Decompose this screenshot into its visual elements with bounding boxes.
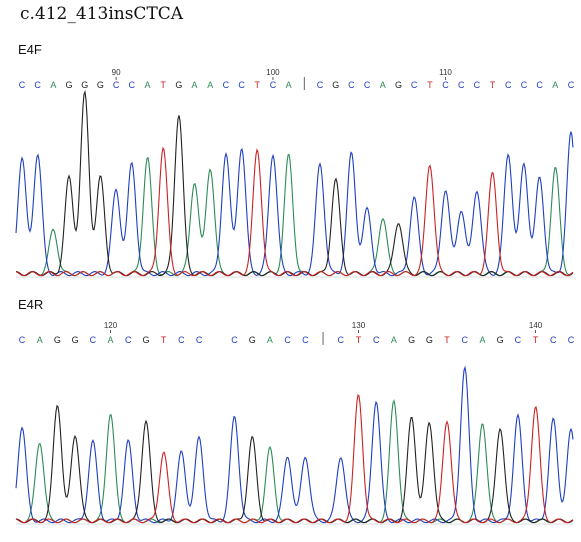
trace-a [15,153,574,277]
base-call: G [72,335,79,345]
trace-t [15,146,574,277]
base-call: C [125,335,132,345]
base-call: C [129,80,136,90]
position-label: 90 [112,68,121,77]
base-call: G [142,335,149,345]
trace-t [15,394,574,524]
base-call: C [550,335,557,345]
lane-label-e4r: E4R [18,297,44,312]
base-call: C [364,80,371,90]
base-call: C [474,80,481,90]
base-call: C [338,335,345,345]
base-call: G [332,80,339,90]
position-label: 110 [439,68,452,77]
base-call: A [50,80,56,90]
base-call: C [19,80,26,90]
base-call: A [37,335,43,345]
base-call: G [395,80,402,90]
lane-label-e4f: E4F [18,42,42,57]
base-call: A [207,80,213,90]
base-call: C [461,335,468,345]
base-call: T [161,335,167,345]
base-call: C [19,335,26,345]
base-call: A [108,335,114,345]
position-label: 130 [352,321,366,330]
base-call: C [515,335,522,345]
base-call: C [458,80,465,90]
base-call: G [54,335,61,345]
base-call: T [160,80,166,90]
base-call: C [442,80,449,90]
base-call: A [479,335,485,345]
base-call: C [270,80,277,90]
base-call: G [249,335,256,345]
base-call: T [490,80,496,90]
base-call: C [284,335,291,345]
trace-c [15,131,574,277]
position-label: 120 [104,321,118,330]
base-call: C [34,80,41,90]
base-call: C [505,80,512,90]
base-call: C [568,335,575,345]
base-call: G [66,80,73,90]
base-call: T [444,335,450,345]
base-call: C [302,335,309,345]
base-call: A [286,80,292,90]
chromatogram-e4f: C C A G G G C C A T G A A C C T C A C G C C A G C T C C C T C C C A C90 100… [15,68,575,278]
base-call: G [426,335,433,345]
trace-g [15,89,574,277]
base-call: C [231,335,238,345]
base-call: A [552,80,558,90]
base-call: C [373,335,380,345]
trace-a [15,399,574,524]
base-call: C [238,80,245,90]
base-call: C [568,80,575,90]
base-call: A [144,80,150,90]
base-call: G [497,335,504,345]
base-call: T [533,335,539,345]
base-call: T [356,335,362,345]
base-call: C [90,335,97,345]
base-call: G [81,80,88,90]
base-call: A [380,80,386,90]
base-call: C [348,80,355,90]
base-call: C [113,80,120,90]
base-call: T [255,80,261,90]
base-call: C [223,80,230,90]
base-call: C [521,80,528,90]
base-call: C [317,80,324,90]
base-call: G [97,80,104,90]
base-call: T [427,80,433,90]
base-call: A [267,335,273,345]
base-call: A [391,335,397,345]
base-call: C [536,80,543,90]
base-call: A [192,80,198,90]
base-call: G [175,80,182,90]
base-call: C [178,335,185,345]
figure-title: c.412_413insCTCA [20,4,184,24]
base-call: G [408,335,415,345]
position-label: 100 [266,68,280,77]
position-label: 140 [529,321,543,330]
base-call: C [196,335,203,345]
base-call: C [411,80,418,90]
trace-g [15,404,574,524]
